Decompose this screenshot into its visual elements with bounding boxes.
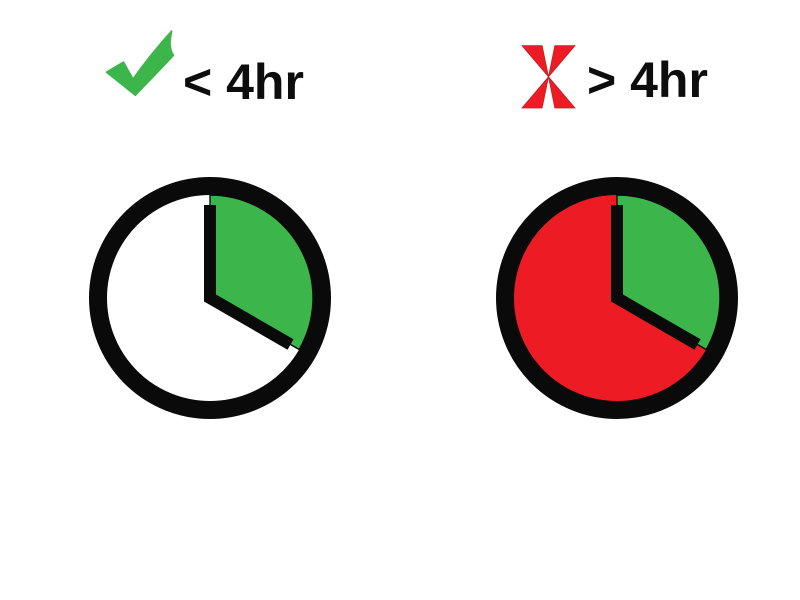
svg-text:< 4hr: < 4hr <box>183 54 304 110</box>
svg-text:> 4hr: > 4hr <box>587 52 708 108</box>
